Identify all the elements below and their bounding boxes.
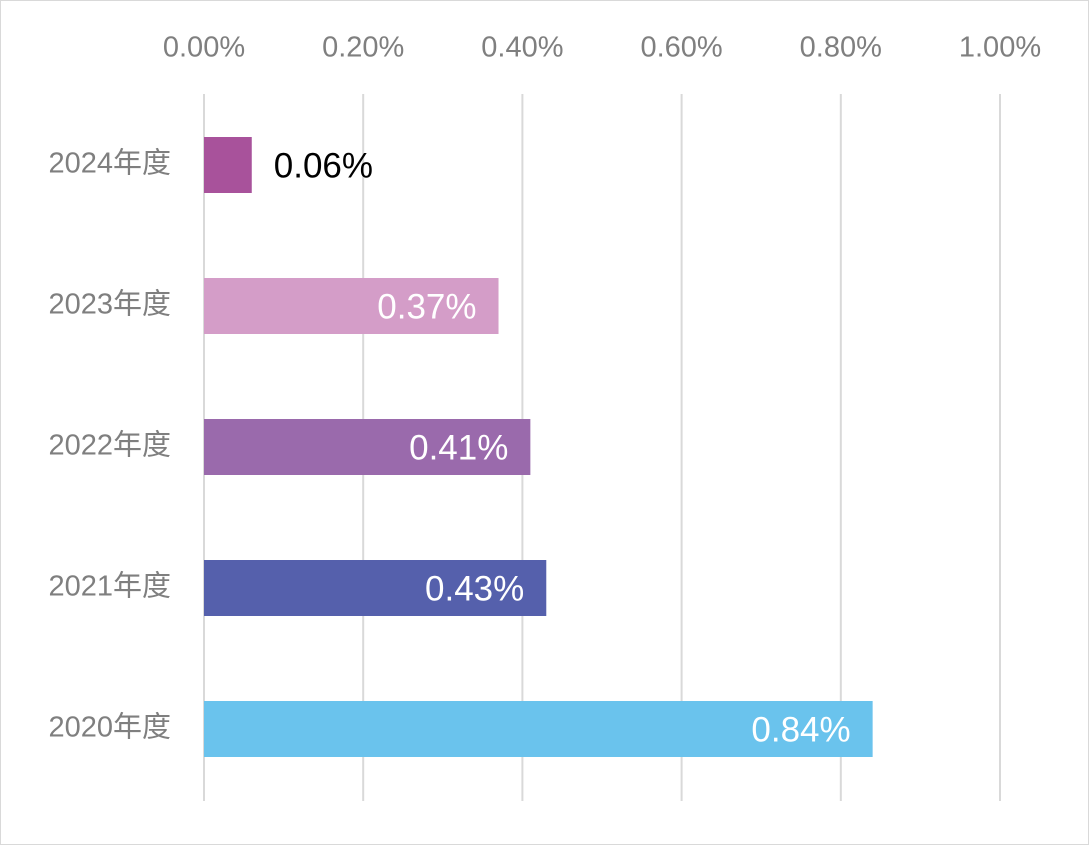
category-label: 2020年度 (48, 711, 171, 744)
x-tick-label: 0.60% (640, 32, 722, 64)
data-label: 0.06% (274, 146, 373, 185)
category-label: 2023年度 (48, 288, 171, 321)
bar (204, 419, 531, 475)
category-label: 2024年度 (48, 147, 171, 180)
x-tick-label: 0.00% (163, 32, 245, 64)
bars (204, 137, 873, 757)
category-label: 2022年度 (48, 429, 171, 462)
category-labels: 2024年度 2023年度 2022年度 2021年度 2020年度 (48, 147, 171, 744)
bar (204, 278, 499, 334)
x-tick-label: 1.00% (959, 32, 1041, 64)
x-axis-ticks: 0.00% 0.20% 0.40% 0.60% 0.80% 1.00% (163, 32, 1041, 64)
bar (204, 560, 547, 616)
x-tick-label: 0.20% (322, 32, 404, 64)
bar (204, 701, 873, 757)
x-tick-label: 0.40% (481, 32, 563, 64)
data-label: 0.37% (377, 287, 476, 326)
data-label: 0.84% (751, 710, 850, 749)
data-labels: 0.06% 0.37% 0.41% 0.43% 0.84% (274, 146, 851, 749)
category-label: 2021年度 (48, 570, 171, 603)
x-tick-label: 0.80% (800, 32, 882, 64)
data-label: 0.43% (425, 569, 524, 608)
data-label: 0.41% (409, 428, 508, 467)
bar (204, 137, 252, 193)
